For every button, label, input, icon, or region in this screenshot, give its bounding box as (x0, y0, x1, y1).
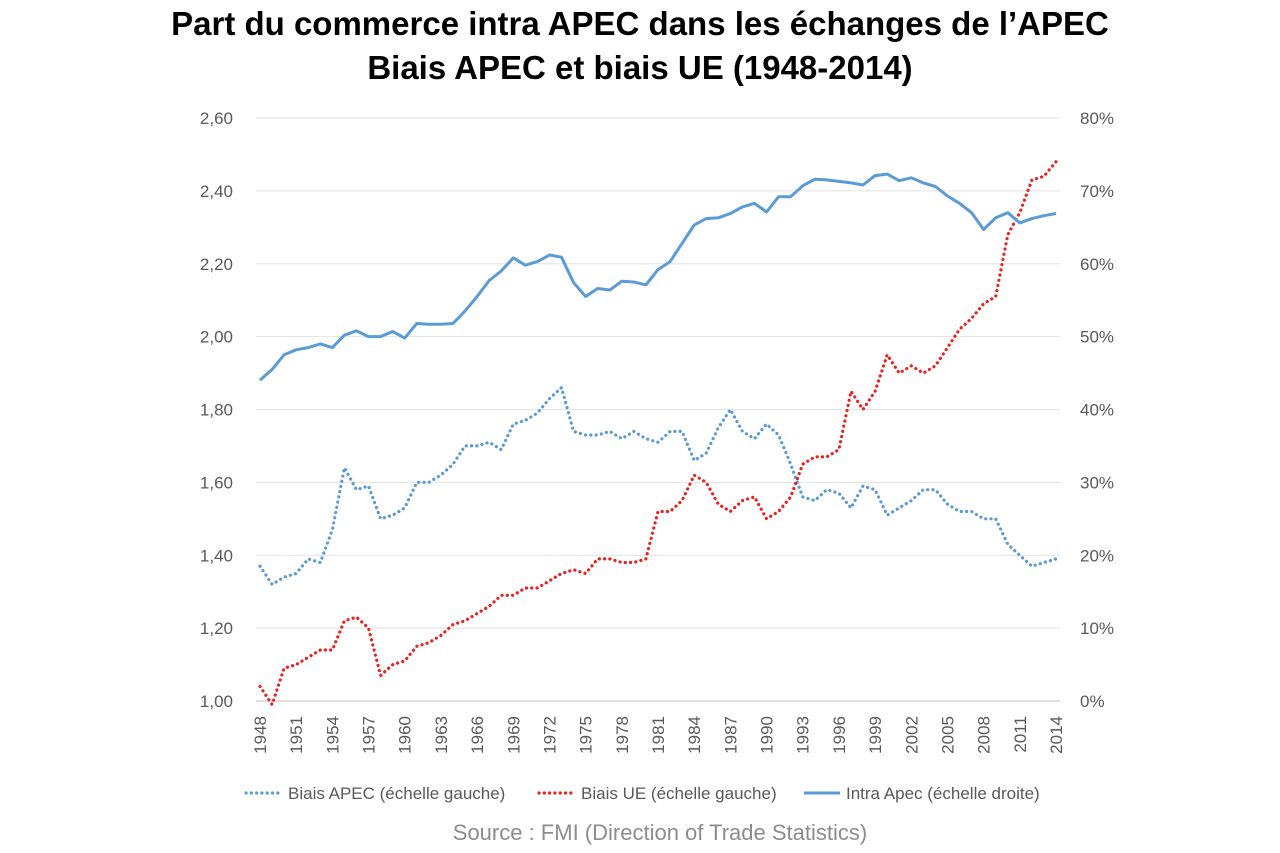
left-tick-label: 1,40 (200, 546, 233, 565)
x-tick-label: 1987 (721, 716, 740, 754)
left-tick-label: 2,60 (200, 109, 233, 128)
left-tick-label: 1,00 (200, 692, 233, 711)
left-tick-label: 2,40 (200, 182, 233, 201)
x-tick-label: 1960 (396, 716, 415, 754)
x-tick-label: 1966 (468, 716, 487, 754)
series-line-biais-ue (258, 160, 1058, 707)
x-tick-label: 1996 (830, 716, 849, 754)
right-axis-ticks: 0% 10% 20% 30% 40% 50% 60% 70% 80% (1080, 109, 1114, 711)
right-tick-label: 70% (1080, 182, 1114, 201)
right-tick-label: 0% (1080, 692, 1105, 711)
legend-label: Biais APEC (échelle gauche) (288, 784, 505, 803)
series-lines (258, 160, 1058, 707)
chart-title-line1: Part du commerce intra APEC dans les éch… (171, 5, 1109, 42)
legend-label: Intra Apec (échelle droite) (846, 784, 1040, 803)
left-axis-ticks: 1,00 1,20 1,40 1,60 1,80 2,00 2,20 2,40 2,60 (200, 109, 233, 711)
legend-label: Biais UE (échelle gauche) (581, 784, 777, 803)
x-tick-label: 2002 (902, 716, 921, 754)
left-tick-label: 1,20 (200, 619, 233, 638)
x-tick-label: 1948 (251, 716, 270, 754)
x-tick-label: 1954 (323, 716, 342, 754)
right-tick-label: 30% (1080, 473, 1114, 492)
x-tick-label: 1984 (685, 716, 704, 754)
right-tick-label: 80% (1080, 109, 1114, 128)
left-tick-label: 1,60 (200, 473, 233, 492)
source-note: Source : FMI (Direction of Trade Statist… (452, 820, 868, 845)
right-tick-label: 40% (1080, 401, 1114, 420)
legend: Biais APEC (échelle gauche) Biais UE (éch… (244, 784, 1040, 803)
x-tick-label: 1963 (432, 716, 451, 754)
left-tick-label: 2,20 (200, 255, 233, 274)
right-tick-label: 20% (1080, 546, 1114, 565)
x-tick-label: 1975 (577, 716, 596, 754)
right-tick-label: 60% (1080, 255, 1114, 274)
x-tick-label: 2005 (938, 716, 957, 754)
x-tick-label: 1981 (649, 716, 668, 754)
left-tick-label: 1,80 (200, 401, 233, 420)
left-tick-label: 2,00 (200, 328, 233, 347)
x-axis-ticks: 1948 1951 1954 1957 1960 1963 1966 1969 1972 1975… (251, 716, 1066, 754)
x-tick-label: 1951 (287, 716, 306, 754)
x-tick-label: 1957 (360, 716, 379, 754)
right-tick-label: 10% (1080, 619, 1114, 638)
x-tick-label: 1972 (540, 716, 559, 754)
right-tick-label: 50% (1080, 328, 1114, 347)
x-tick-label: 1969 (504, 716, 523, 754)
series-line-biais-apec (258, 386, 1058, 587)
chart-title-line2: Biais APEC et biais UE (1948-2014) (367, 49, 913, 86)
x-tick-label: 1993 (794, 716, 813, 754)
x-tick-label: 2011 (1011, 716, 1030, 753)
x-tick-label: 1978 (613, 716, 632, 754)
series-line-intra-apec (258, 172, 1057, 382)
gridlines (256, 117, 1060, 702)
x-tick-label: 1990 (758, 716, 777, 754)
x-tick-label: 1999 (866, 716, 885, 754)
x-tick-label: 2014 (1047, 716, 1066, 754)
x-tick-label: 2008 (975, 716, 994, 754)
